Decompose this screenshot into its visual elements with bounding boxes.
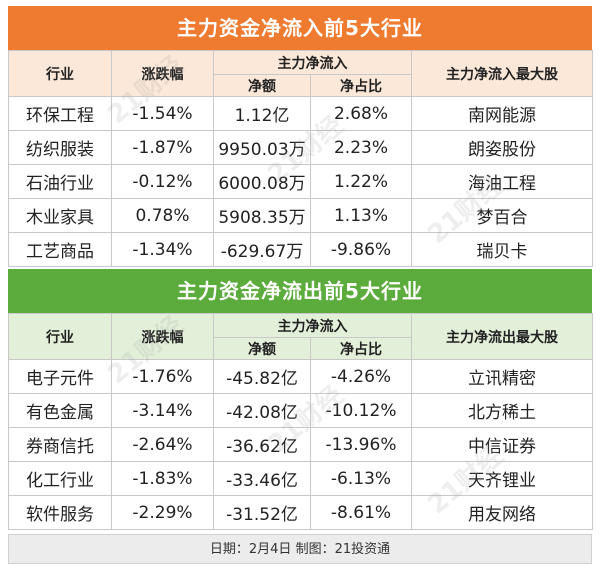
cell-ratio: 1.13% [310,198,412,233]
cell-top-stock: 天齐锂业 [411,461,593,496]
table-row: 有色金属 -3.14% -42.08亿 -10.12% 北方稀土 [8,393,593,428]
outflow-body: 电子元件 -1.76% -45.82亿 -4.26% 立讯精密 有色金属 -3.14% -42… [8,359,593,530]
cell-amount: -45.82亿 [213,359,311,394]
cell-amount: -33.46亿 [213,461,311,496]
cell-ratio: -6.13% [310,461,412,496]
table-row: 软件服务 -2.29% -31.52亿 -8.61% 用友网络 [8,495,593,530]
cell-ratio: 2.68% [310,96,412,131]
cell-ratio: 2.23% [310,130,412,165]
cell-amount: -31.52亿 [213,495,311,530]
header-ratio: 净占比 [310,337,412,360]
cell-industry: 有色金属 [8,393,112,428]
inflow-table: 行业 涨跌幅 主力净流入 主力净流入最大股 净额 净占比 环保工程 -1.54% 1… [8,50,593,267]
inflow-title: 主力资金净流入前5大行业 [8,6,592,50]
header-top-stock: 主力净流出最大股 [411,313,593,360]
cell-top-stock: 南网能源 [411,96,593,131]
cell-industry: 石油行业 [8,164,112,199]
table-row: 工艺商品 -1.34% -629.67万 -9.86% 瑞贝卡 [8,232,593,267]
table-row: 电子元件 -1.76% -45.82亿 -4.26% 立讯精密 [8,359,593,394]
table-row: 石油行业 -0.12% 6000.08万 1.22% 海油工程 [8,164,593,199]
header-amount: 净额 [213,74,311,97]
cell-ratio: 1.22% [310,164,412,199]
cell-change: -1.83% [111,461,214,496]
cell-top-stock: 海油工程 [411,164,593,199]
cell-change: -1.76% [111,359,214,394]
cell-industry: 软件服务 [8,495,112,530]
cell-industry: 木业家具 [8,198,112,233]
cell-industry: 纺织服装 [8,130,112,165]
cell-change: -1.34% [111,232,214,267]
table-row: 木业家具 0.78% 5908.35万 1.13% 梦百合 [8,198,593,233]
table-row: 券商信托 -2.64% -36.62亿 -13.96% 中信证券 [8,427,593,462]
table-row: 化工行业 -1.83% -33.46亿 -6.13% 天齐锂业 [8,461,593,496]
cell-change: -1.54% [111,96,214,131]
cell-change: -2.64% [111,427,214,462]
header-industry: 行业 [8,313,112,360]
cell-industry: 电子元件 [8,359,112,394]
cell-ratio: -10.12% [310,393,412,428]
header-ratio: 净占比 [310,74,412,97]
cell-top-stock: 北方稀土 [411,393,593,428]
header-change: 涨跌幅 [111,50,214,97]
cell-industry: 券商信托 [8,427,112,462]
cell-industry: 环保工程 [8,96,112,131]
outflow-table: 行业 涨跌幅 主力净流入 主力净流出最大股 净额 净占比 电子元件 -1.76% -… [8,313,593,530]
cell-change: -2.29% [111,495,214,530]
cell-top-stock: 梦百合 [411,198,593,233]
cell-change: -0.12% [111,164,214,199]
cell-top-stock: 朗姿股份 [411,130,593,165]
header-top-stock: 主力净流入最大股 [411,50,593,97]
cell-amount: -36.62亿 [213,427,311,462]
header-amount: 净额 [213,337,311,360]
cell-amount: 1.12亿 [213,96,311,131]
cell-amount: 5908.35万 [213,198,311,233]
cell-ratio: -13.96% [310,427,412,462]
cell-top-stock: 中信证券 [411,427,593,462]
outflow-title: 主力资金净流出前5大行业 [8,269,592,313]
cell-amount: -42.08亿 [213,393,311,428]
cell-ratio: -4.26% [310,359,412,394]
cell-amount: -629.67万 [213,232,311,267]
cell-top-stock: 用友网络 [411,495,593,530]
cell-change: -1.87% [111,130,214,165]
cell-change: 0.78% [111,198,214,233]
cell-amount: 6000.08万 [213,164,311,199]
cell-top-stock: 瑞贝卡 [411,232,593,267]
table-row: 纺织服装 -1.87% 9950.03万 2.23% 朗姿股份 [8,130,593,165]
header-group: 主力净流入 [213,50,412,75]
inflow-body: 环保工程 -1.54% 1.12亿 2.68% 南网能源 纺织服装 -1.87% 9950.0… [8,96,593,267]
header-group: 主力净流入 [213,313,412,338]
cell-change: -3.14% [111,393,214,428]
cell-amount: 9950.03万 [213,130,311,165]
table-row: 环保工程 -1.54% 1.12亿 2.68% 南网能源 [8,96,593,131]
cell-ratio: -9.86% [310,232,412,267]
cell-industry: 化工行业 [8,461,112,496]
cell-ratio: -8.61% [310,495,412,530]
header-industry: 行业 [8,50,112,97]
footer-credit: 日期：2月4日 制图：21投资通 [8,534,592,564]
header-change: 涨跌幅 [111,313,214,360]
cell-industry: 工艺商品 [8,232,112,267]
cell-top-stock: 立讯精密 [411,359,593,394]
